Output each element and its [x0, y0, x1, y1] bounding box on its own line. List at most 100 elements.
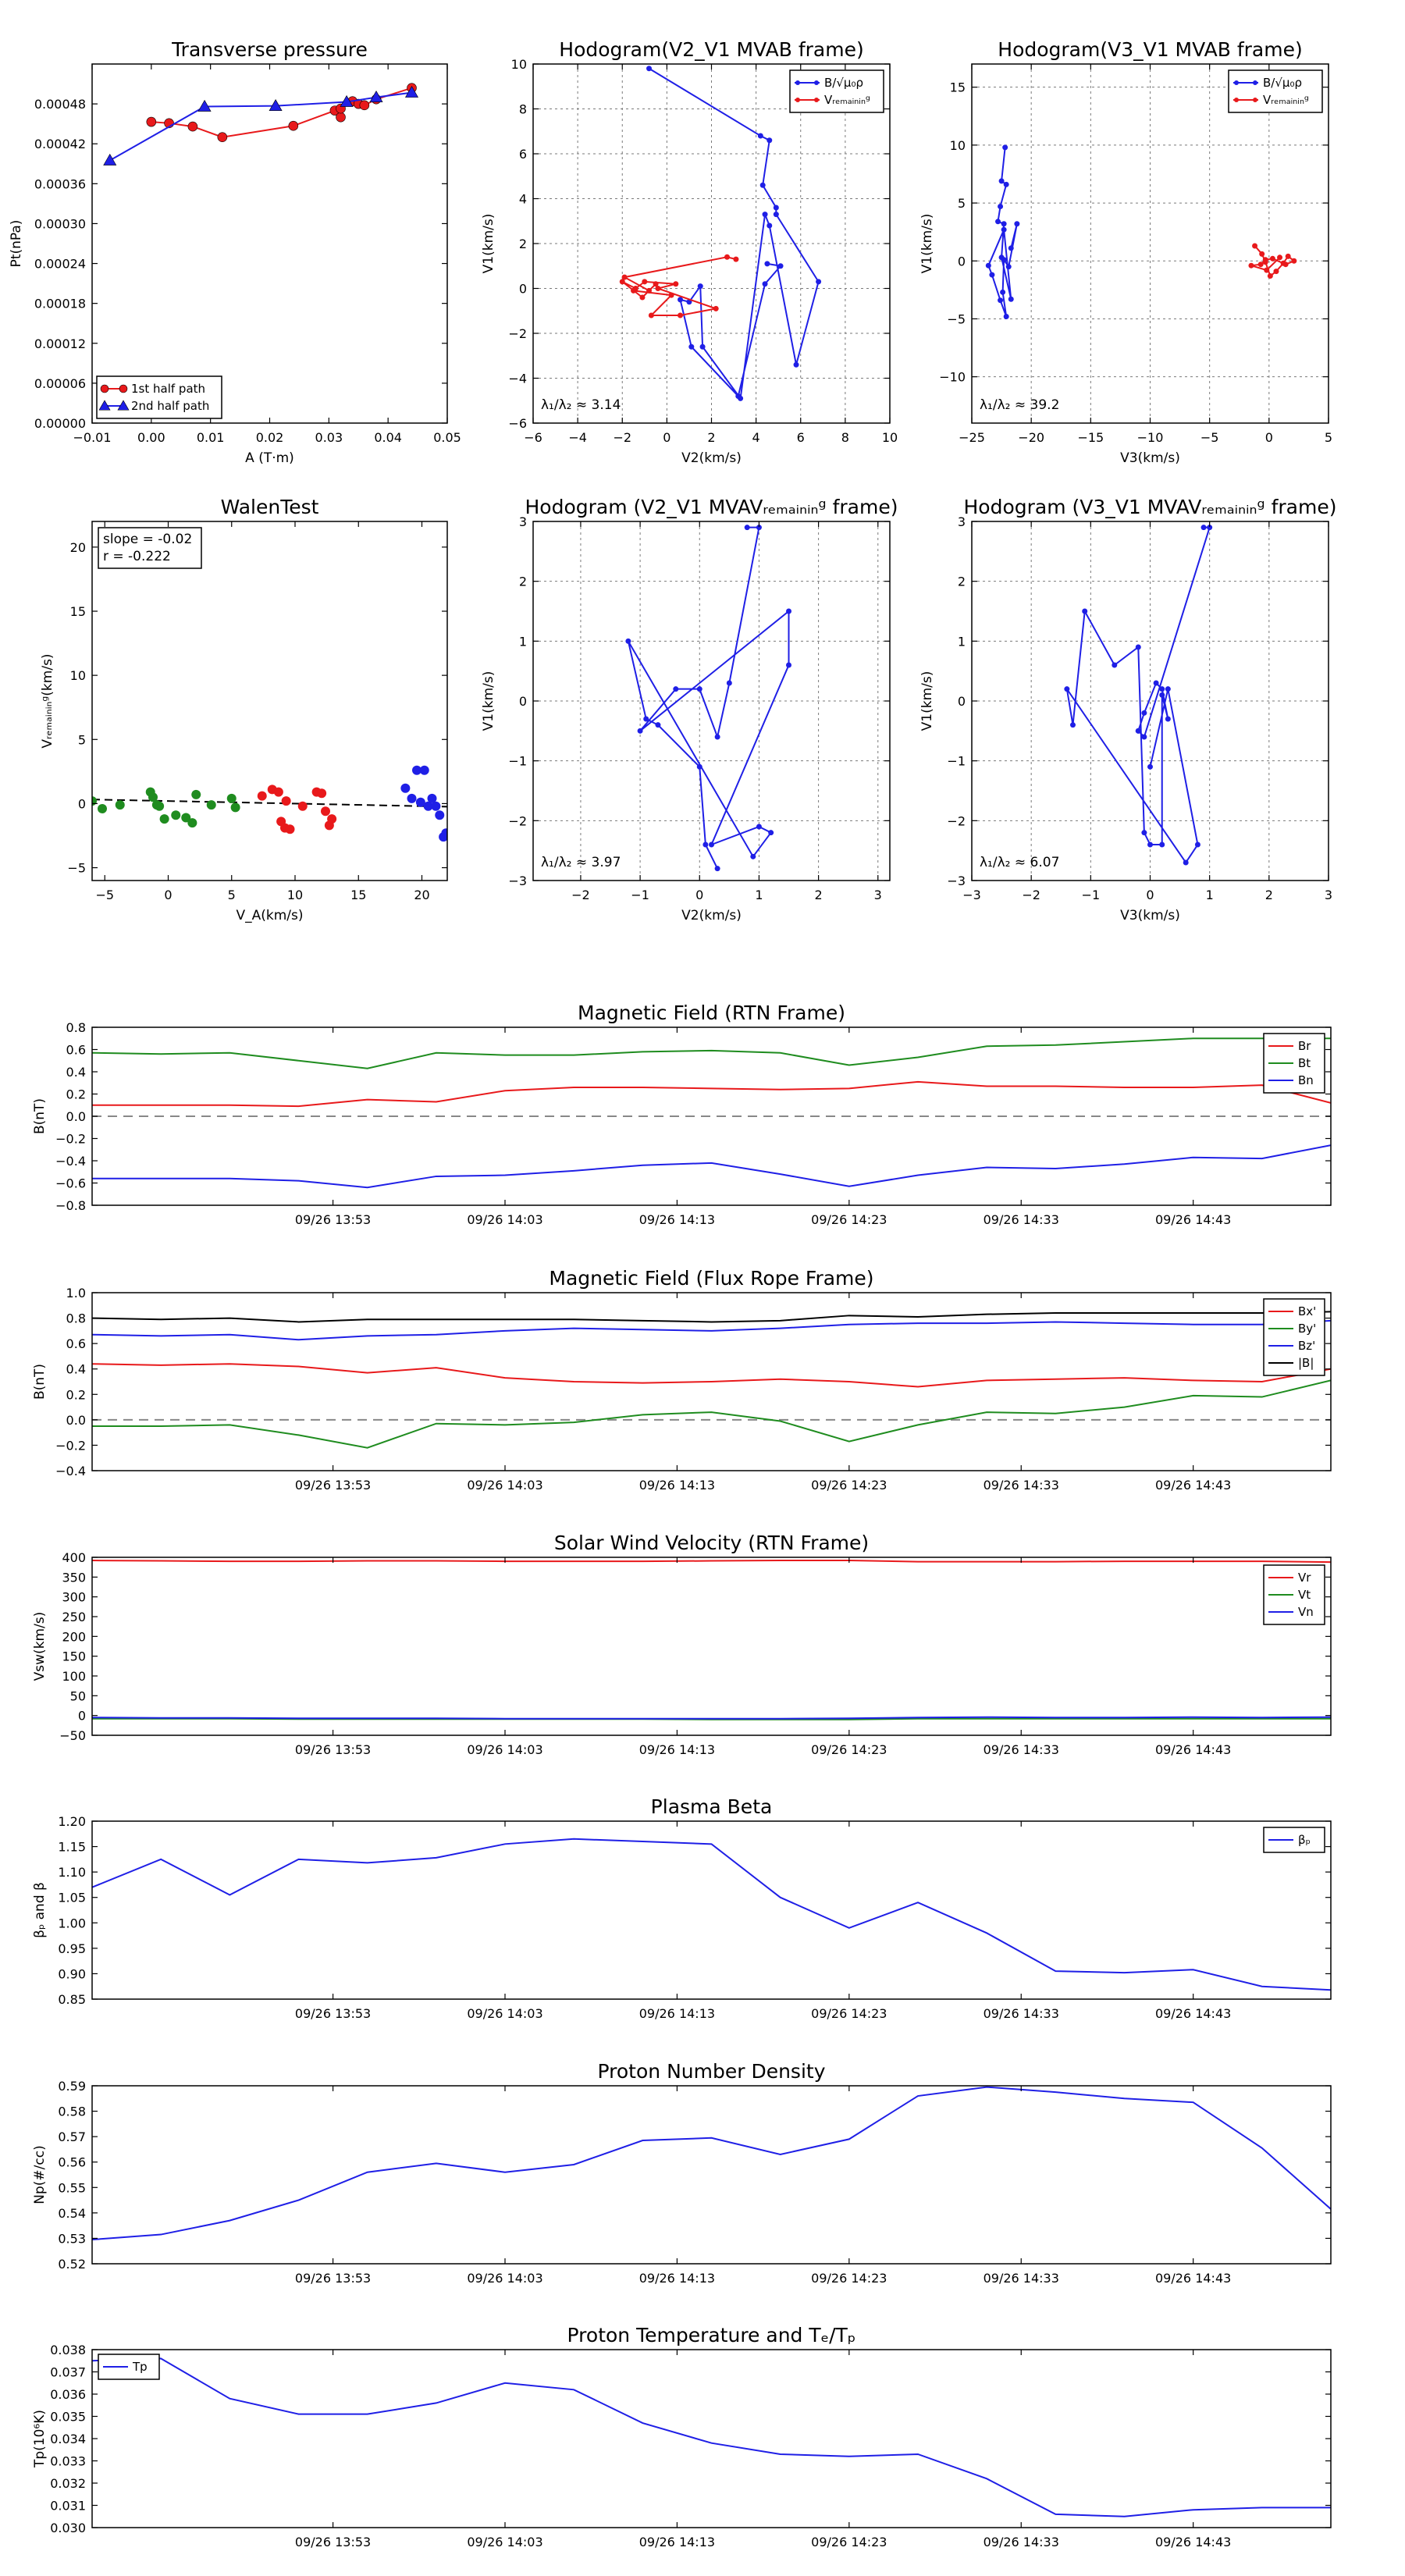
x-tick-label: 0.03 [315, 430, 343, 445]
data-point [762, 281, 768, 287]
y-tick-label: −50 [59, 1728, 86, 1743]
y-tick-label: 1.00 [58, 1916, 86, 1930]
chart-hg2: Hodogram(V3_V1 MVAB frame) −25 −20 −15 −10 −5… [919, 38, 1332, 466]
y-tick-label: 0.53 [58, 2231, 86, 2246]
x-tick-label: 20 [414, 888, 429, 902]
x-tick-label: 09/26 13:53 [295, 1212, 371, 1227]
series-line-1 [92, 1037, 1331, 1069]
y-tick-label: 0.4 [66, 1065, 86, 1080]
y-tick-label: 0 [519, 694, 527, 709]
data-point [407, 793, 417, 803]
legend-label: Vr [1298, 1571, 1311, 1585]
data-point [702, 841, 709, 848]
data-point [1014, 221, 1020, 227]
y-tick-label: 5 [958, 196, 966, 211]
data-point [786, 608, 792, 614]
data-point [288, 120, 299, 131]
x-tick-label: 4 [752, 430, 760, 445]
y-tick-label: 150 [62, 1649, 86, 1664]
data-point [1273, 269, 1279, 275]
legend-label: By' [1298, 1322, 1316, 1336]
data-point [786, 662, 792, 668]
x-tick-label: 09/26 14:03 [467, 1478, 542, 1493]
data-point [762, 212, 768, 218]
x-tick-label: 09/26 14:03 [467, 2535, 542, 2549]
data-point [1002, 144, 1008, 151]
legend-marker [1253, 80, 1257, 85]
stats-text: slope = -0.02 [103, 532, 192, 547]
legend-label: Vᵣₑₘₐᵢₙᵢₙᵍ [824, 93, 870, 107]
data-point [756, 525, 762, 531]
legend-marker [795, 98, 800, 102]
data-point [646, 66, 653, 72]
x-tick-label: 2 [815, 888, 823, 902]
data-point [415, 797, 425, 807]
x-tick-label: 09/26 14:03 [467, 2006, 542, 2021]
series-line-0 [92, 2086, 1331, 2241]
y-tick-label: 0.00036 [34, 176, 86, 191]
data-point [1135, 644, 1141, 650]
y-tick-label: 0.56 [58, 2155, 86, 2170]
y-tick-label: 1 [519, 634, 527, 649]
axes-frame [91, 63, 448, 424]
series-line-1 [109, 91, 412, 162]
x-axis-label: V3(km/s) [1120, 450, 1180, 466]
legend: 1st half path 2nd half path [96, 375, 222, 419]
data-point [998, 297, 1004, 304]
y-tick-label: 0.00018 [34, 297, 86, 311]
y-tick-label: 10 [950, 138, 966, 153]
annotation: λ₁/λ₂ ≈ 3.14 [541, 397, 621, 413]
x-tick-label: 09/26 14:03 [467, 1212, 542, 1227]
series-group [625, 525, 792, 872]
x-tick-label: 1 [1206, 888, 1214, 902]
axes-frame [971, 63, 1329, 424]
y-tick-label: 2 [519, 575, 527, 589]
y-axis-label: B(nT) [32, 1098, 48, 1134]
legend-label: Bz' [1298, 1339, 1315, 1353]
x-tick-label: 09/26 14:33 [984, 2535, 1059, 2549]
data-point [1200, 525, 1207, 531]
data-point [699, 343, 706, 350]
y-tick-label: 100 [62, 1669, 86, 1684]
legend-label: Vt [1298, 1588, 1311, 1602]
y-tick-label: 0.4 [66, 1362, 86, 1377]
x-tick-label: 09/26 14:33 [984, 2006, 1059, 2021]
data-point [1069, 722, 1076, 728]
data-point [230, 802, 240, 813]
x-axis-label: V_A(km/s) [236, 908, 303, 923]
data-point [1159, 692, 1165, 698]
x-tick-label: 0.00 [137, 430, 165, 445]
x-tick-label: −3 [962, 888, 981, 902]
y-tick-label: −0.2 [55, 1132, 86, 1147]
x-tick-label: −2 [571, 888, 590, 902]
axes-frame [91, 521, 448, 881]
axes-frame [971, 521, 1329, 881]
data-point [217, 132, 228, 143]
legend-marker [100, 384, 109, 393]
chart-hg3: Hodogram (V2_V1 MVAVᵣₑₘₐᵢₙᵢₙᵍ frame) −2 −1… [481, 496, 898, 923]
legend-label: Vn [1298, 1605, 1314, 1619]
series-line-2 [92, 1144, 1331, 1189]
x-tick-label: 09/26 14:33 [984, 2271, 1059, 2286]
data-point [816, 279, 822, 285]
legend-label: |B| [1298, 1356, 1314, 1370]
x-tick-label: 1 [755, 888, 763, 902]
legend-label: Vᵣₑₘₐᵢₙᵢₙᵍ [1263, 93, 1309, 107]
chart-title: WalenTest [221, 496, 319, 518]
chart-title: Proton Temperature and Tₑ/Tₚ [567, 2324, 856, 2347]
y-tick-label: 1 [958, 634, 966, 649]
x-tick-label: 10 [287, 888, 303, 902]
series-line-0 [92, 2357, 1331, 2517]
y-tick-label: −6 [508, 416, 527, 431]
y-tick-label: 0.52 [58, 2257, 86, 2272]
x-tick-label: −6 [524, 430, 542, 445]
data-point [767, 137, 773, 144]
data-point [621, 274, 628, 280]
legend-marker [814, 80, 819, 85]
y-tick-label: −5 [67, 861, 86, 876]
data-point [269, 99, 283, 111]
data-point [1003, 181, 1009, 187]
fit-line [92, 799, 447, 808]
y-tick-label: 0.00030 [34, 216, 86, 231]
data-point [678, 312, 684, 318]
